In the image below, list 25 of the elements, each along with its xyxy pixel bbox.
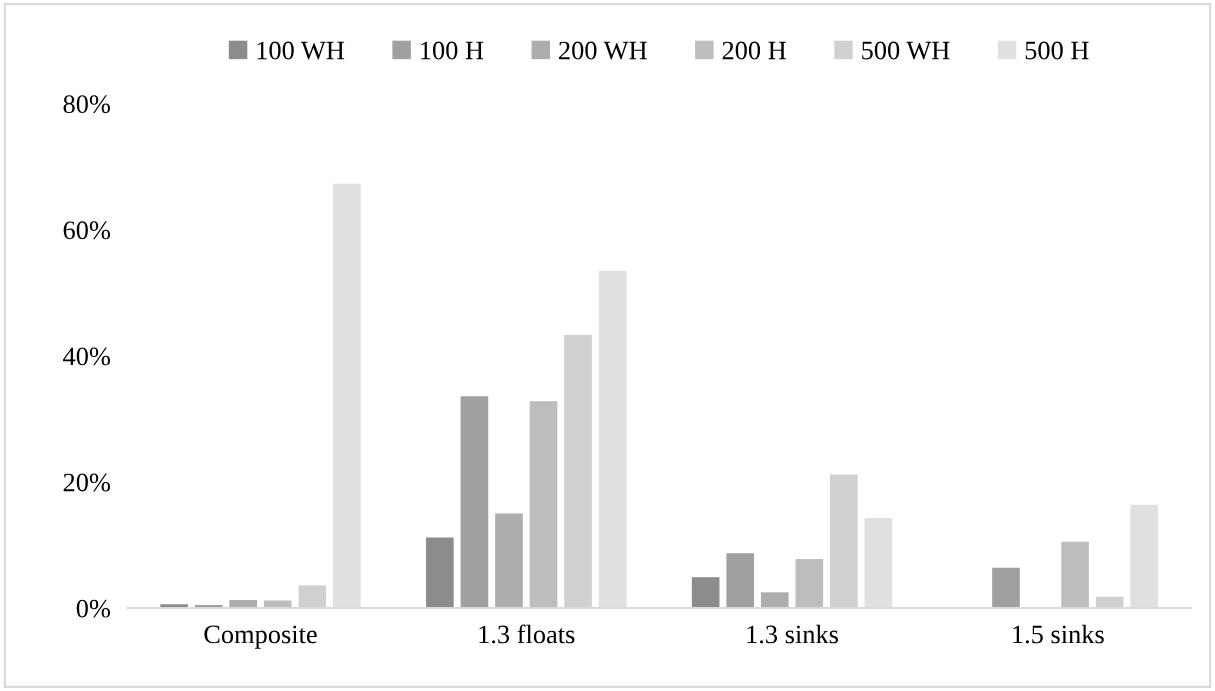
bar	[992, 567, 1020, 609]
legend-label: 100 WH	[257, 41, 345, 60]
x-tick-label: Composite	[204, 625, 317, 649]
x-tick-label: 1.3 sinks	[747, 624, 838, 644]
legend-label: 500 WH	[862, 41, 950, 60]
x-tick-label: 1.5 sinks	[1013, 624, 1104, 644]
bar	[691, 577, 720, 609]
y-tick-label: 60%	[63, 221, 111, 240]
legend-label: 200 WH	[559, 41, 647, 60]
bar	[795, 558, 824, 609]
legend-label: 500 H	[1025, 41, 1089, 60]
bar	[760, 592, 789, 609]
y-tick-label: 20%	[63, 473, 111, 492]
bar	[495, 513, 523, 609]
bar	[1061, 541, 1089, 609]
legend-label: 100 H	[421, 41, 484, 60]
y-tick-label: 80%	[63, 95, 111, 114]
bar	[426, 537, 454, 609]
x-tick-label: 1.3 floats	[479, 624, 575, 644]
legend-label: 200 H	[722, 41, 786, 60]
bar	[726, 553, 755, 609]
y-tick-label: 40%	[63, 347, 111, 366]
bar	[529, 401, 558, 609]
y-tick-label: 0%	[76, 599, 111, 618]
bar	[460, 396, 489, 609]
